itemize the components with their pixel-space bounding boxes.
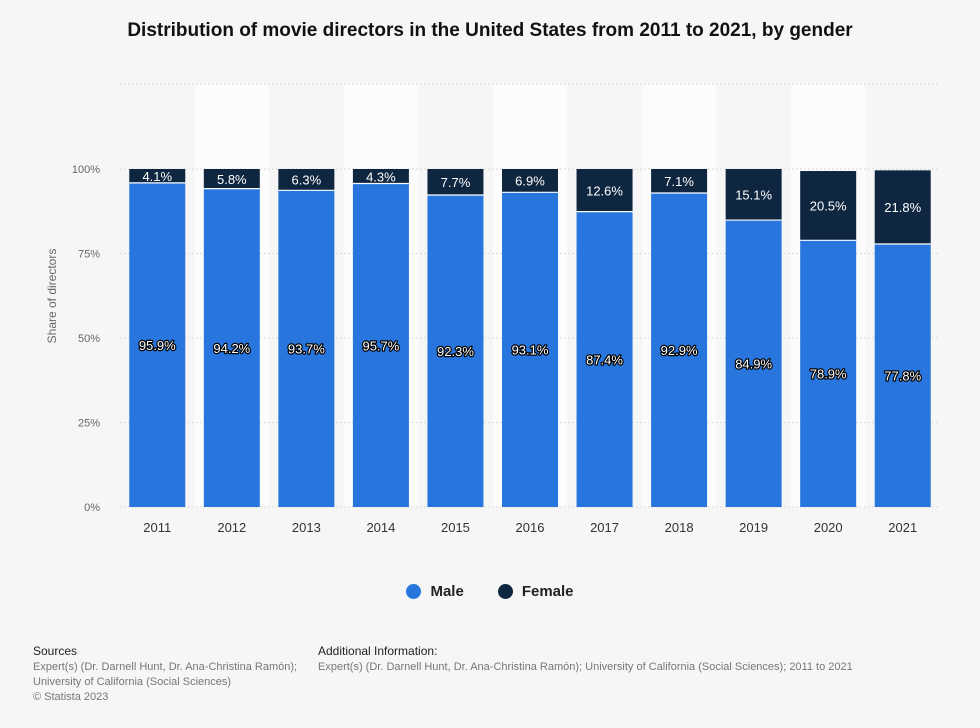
data-label-male: 95.7% [362,338,399,353]
sources-block: Sources Expert(s) (Dr. Darnell Hunt, Dr.… [33,644,308,705]
bar-chart: 0% 25% 50% 75% 100% Share of directors 95.9% 4.… [45,83,940,535]
data-label-female: 7.7% [441,175,471,190]
data-label-male: 78.9% [810,367,847,382]
bar-male [651,192,708,508]
data-label-male: 93.7% [288,342,325,357]
data-label-female: 5.8% [217,172,247,187]
bar-male [203,188,260,507]
data-label-male: 92.9% [661,343,698,358]
data-label-female: 20.5% [810,199,847,214]
sources-heading: Sources [33,644,78,658]
data-label-male: 94.2% [213,341,250,356]
x-tick-label: 2021 [888,520,917,535]
bar-female [651,169,708,193]
x-tick-label: 2013 [292,520,321,535]
copyright-text: © Statista 2023 [33,691,109,703]
x-tick-label: 2011 [143,520,171,535]
data-label-male: 84.9% [735,357,772,372]
y-tick-label: 100% [72,164,100,176]
y-axis-label: Share of directors [45,249,59,344]
y-tick-label: 50% [78,333,100,345]
bar-male [576,211,633,507]
y-tick-label: 0% [84,502,100,514]
bar-female [800,171,857,241]
data-label-female: 15.1% [735,188,772,203]
bar-male [129,182,186,507]
data-label-male: 95.9% [139,338,176,353]
data-label-female: 6.3% [292,173,322,188]
x-tick-label: 2012 [217,520,246,535]
bar-female [352,169,409,184]
x-tick-label: 2015 [441,520,470,535]
data-label-male: 77.8% [884,369,921,384]
data-label-female: 4.3% [366,169,396,184]
legend: Male Female [0,583,980,600]
chart-title: Distribution of movie directors in the U… [127,20,853,41]
legend-item-female[interactable]: Female [497,583,574,600]
data-label-female: 7.1% [664,174,694,189]
y-tick-label: 75% [78,249,100,261]
data-label-male: 87.4% [586,352,623,367]
additional-info-text: Expert(s) (Dr. Darnell Hunt, Dr. Ana-Chr… [318,661,853,673]
bar-female [129,169,186,183]
data-label-female: 12.6% [586,183,623,198]
bar-female [502,169,558,193]
additional-info-heading: Additional Information: [318,644,438,658]
bar-male [725,220,782,507]
x-tick-label: 2018 [665,520,694,535]
bar-female [725,169,782,221]
data-label-female: 4.1% [142,169,172,184]
bar-male [427,195,484,507]
data-label-male: 93.1% [512,343,549,358]
x-tick-label: 2020 [814,520,843,535]
bar-male [352,183,409,507]
bar-male [278,190,335,507]
male-swatch-icon [406,584,422,599]
bar-female [203,169,260,189]
y-tick-label: 25% [78,418,100,430]
data-label-male: 92.3% [437,344,474,359]
bar-male [800,240,857,507]
bar-female [427,169,484,196]
legend-item-male[interactable]: Male [406,583,464,600]
bar-female [874,170,931,245]
x-tick-label: 2014 [366,520,395,535]
sources-text: Expert(s) (Dr. Darnell Hunt, Dr. Ana-Chr… [33,661,298,688]
female-swatch-icon [497,584,513,599]
bar-male [874,244,931,507]
x-tick-label: 2017 [590,520,619,535]
data-label-female: 6.9% [515,174,545,189]
legend-label-female: Female [521,583,574,600]
x-tick-label: 2016 [516,520,545,535]
legend-label-male: Male [430,583,464,600]
x-tick-label: 2019 [739,520,768,535]
bar-female [278,169,335,191]
bar-male [502,192,558,507]
additional-info-block: Additional Information: Expert(s) (Dr. D… [318,644,958,675]
data-label-female: 21.8% [884,200,921,215]
bar-female [576,169,633,212]
